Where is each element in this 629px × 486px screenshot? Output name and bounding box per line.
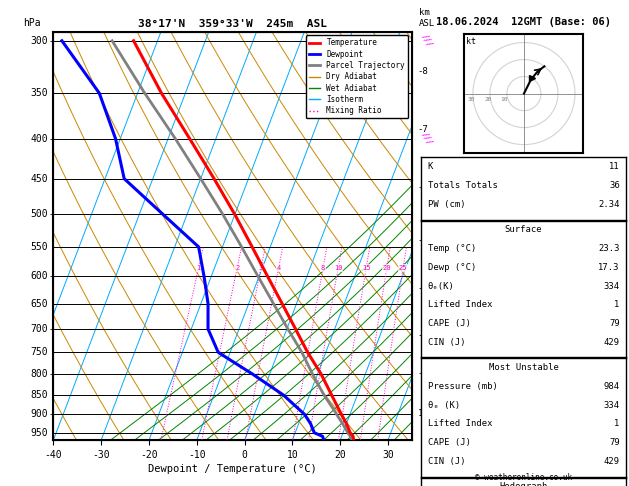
Text: 750: 750 bbox=[30, 347, 48, 357]
Text: 17.3: 17.3 bbox=[598, 263, 620, 272]
Text: Hodograph: Hodograph bbox=[499, 482, 548, 486]
Text: 1LCL: 1LCL bbox=[418, 409, 439, 418]
Text: 500: 500 bbox=[30, 209, 48, 220]
Text: CAPE (J): CAPE (J) bbox=[428, 319, 470, 328]
Text: 79: 79 bbox=[609, 319, 620, 328]
Text: ///: /// bbox=[419, 130, 434, 147]
Text: Surface: Surface bbox=[505, 226, 542, 234]
Text: 10: 10 bbox=[500, 97, 508, 102]
Text: CIN (J): CIN (J) bbox=[428, 457, 465, 466]
Text: θₑ(K): θₑ(K) bbox=[428, 281, 454, 291]
Text: -4: -4 bbox=[418, 284, 428, 293]
Text: PW (cm): PW (cm) bbox=[428, 200, 465, 209]
Text: ///: /// bbox=[419, 416, 434, 432]
Text: -5: -5 bbox=[418, 236, 428, 245]
Text: 25: 25 bbox=[399, 265, 408, 271]
Text: 300: 300 bbox=[30, 36, 48, 46]
Text: 30: 30 bbox=[468, 97, 476, 102]
Text: 650: 650 bbox=[30, 299, 48, 309]
X-axis label: Dewpoint / Temperature (°C): Dewpoint / Temperature (°C) bbox=[148, 464, 317, 474]
Text: 36: 36 bbox=[609, 181, 620, 190]
Text: ///: /// bbox=[419, 206, 434, 223]
Text: 8: 8 bbox=[321, 265, 325, 271]
Text: ///: /// bbox=[419, 33, 434, 49]
Text: -7: -7 bbox=[418, 125, 428, 135]
Text: 900: 900 bbox=[30, 409, 48, 419]
Text: θₑ (K): θₑ (K) bbox=[428, 400, 460, 410]
Text: 850: 850 bbox=[30, 390, 48, 400]
Text: 600: 600 bbox=[30, 272, 48, 281]
Text: 15: 15 bbox=[362, 265, 370, 271]
Text: hPa: hPa bbox=[23, 17, 41, 28]
Text: 2: 2 bbox=[235, 265, 239, 271]
Text: Dewp (°C): Dewp (°C) bbox=[428, 263, 476, 272]
Text: 2.34: 2.34 bbox=[598, 200, 620, 209]
Text: kt: kt bbox=[466, 37, 476, 47]
Text: 18.06.2024  12GMT (Base: 06): 18.06.2024 12GMT (Base: 06) bbox=[437, 17, 611, 27]
Text: ///: /// bbox=[419, 387, 434, 403]
Legend: Temperature, Dewpoint, Parcel Trajectory, Dry Adiabat, Wet Adiabat, Isotherm, Mi: Temperature, Dewpoint, Parcel Trajectory… bbox=[306, 35, 408, 118]
Text: -2: -2 bbox=[418, 369, 428, 378]
Text: 10: 10 bbox=[334, 265, 342, 271]
Text: 334: 334 bbox=[604, 281, 620, 291]
Text: 3: 3 bbox=[259, 265, 263, 271]
Text: 1: 1 bbox=[615, 419, 620, 428]
Text: 984: 984 bbox=[604, 382, 620, 391]
Text: 20: 20 bbox=[484, 97, 492, 102]
Text: CIN (J): CIN (J) bbox=[428, 338, 465, 347]
Text: ///: /// bbox=[419, 321, 434, 337]
Text: -8: -8 bbox=[418, 67, 428, 76]
Text: 20: 20 bbox=[382, 265, 391, 271]
Text: 1: 1 bbox=[615, 300, 620, 309]
Text: 400: 400 bbox=[30, 134, 48, 143]
Text: 23.3: 23.3 bbox=[598, 244, 620, 253]
Text: CAPE (J): CAPE (J) bbox=[428, 438, 470, 447]
Text: 550: 550 bbox=[30, 242, 48, 252]
Text: 450: 450 bbox=[30, 174, 48, 184]
Text: 700: 700 bbox=[30, 324, 48, 334]
Text: Most Unstable: Most Unstable bbox=[489, 363, 559, 372]
Text: 429: 429 bbox=[604, 457, 620, 466]
Text: Totals Totals: Totals Totals bbox=[428, 181, 498, 190]
Text: Lifted Index: Lifted Index bbox=[428, 300, 492, 309]
Text: 429: 429 bbox=[604, 338, 620, 347]
Text: ///: /// bbox=[419, 268, 434, 285]
Title: 38°17'N  359°33'W  245m  ASL: 38°17'N 359°33'W 245m ASL bbox=[138, 19, 327, 30]
Text: 334: 334 bbox=[604, 400, 620, 410]
Text: 1: 1 bbox=[196, 265, 201, 271]
Text: K: K bbox=[428, 162, 433, 171]
Text: 800: 800 bbox=[30, 369, 48, 379]
Text: © weatheronline.co.uk: © weatheronline.co.uk bbox=[476, 473, 572, 482]
Text: 79: 79 bbox=[609, 438, 620, 447]
Text: 11: 11 bbox=[609, 162, 620, 171]
Text: -3: -3 bbox=[418, 331, 428, 340]
Text: 4: 4 bbox=[277, 265, 281, 271]
Text: 950: 950 bbox=[30, 428, 48, 438]
Text: -6: -6 bbox=[418, 183, 428, 192]
Text: Pressure (mb): Pressure (mb) bbox=[428, 382, 498, 391]
Text: Temp (°C): Temp (°C) bbox=[428, 244, 476, 253]
Text: 350: 350 bbox=[30, 88, 48, 98]
Y-axis label: Mixing Ratio (g/kg): Mixing Ratio (g/kg) bbox=[470, 185, 479, 287]
Text: Lifted Index: Lifted Index bbox=[428, 419, 492, 428]
Text: km
ASL: km ASL bbox=[419, 8, 435, 28]
